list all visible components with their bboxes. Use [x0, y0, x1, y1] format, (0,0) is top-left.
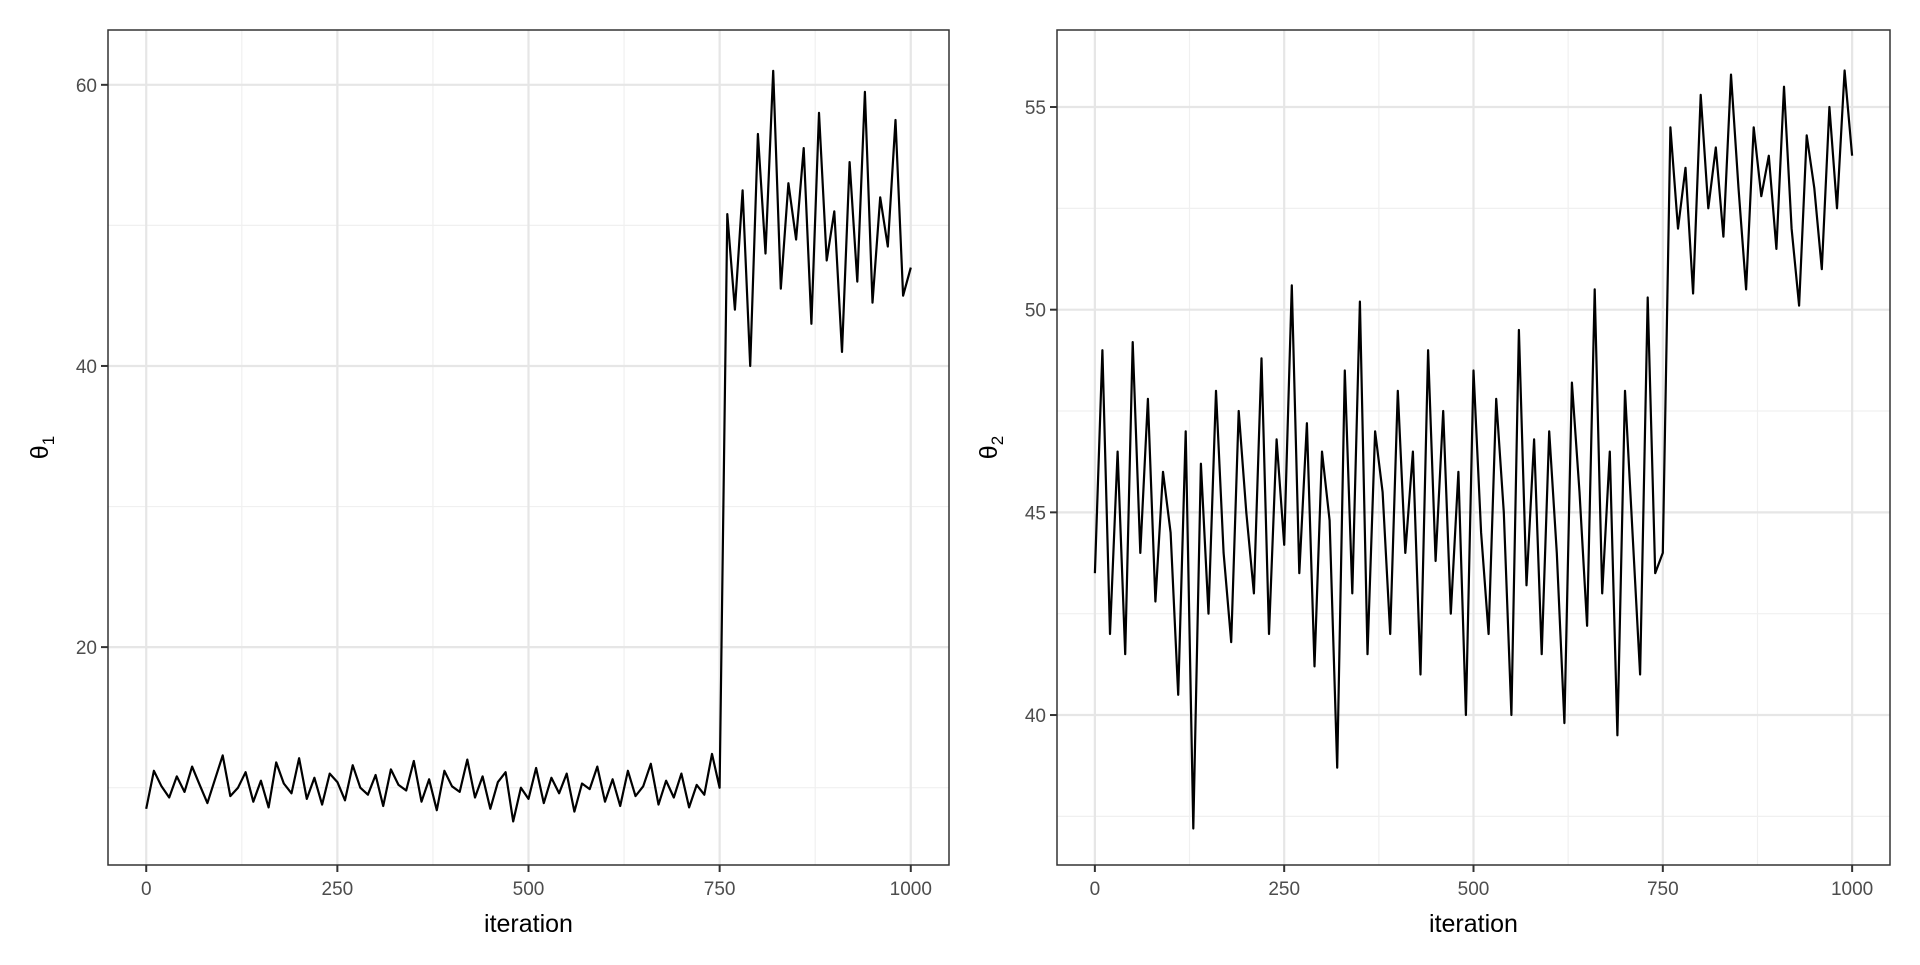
trace-line — [1093, 69, 1854, 830]
x-tick-label: 1000 — [1831, 879, 1873, 900]
y-tick-label: 40 — [76, 357, 97, 378]
x-tick-label: 250 — [1268, 879, 1300, 900]
panel-theta1: 0 250 500 750 1000 20 40 60 iteration θ1 — [26, 29, 950, 938]
y-tick-label: 50 — [1025, 301, 1046, 322]
panel-theta2: 0 250 500 750 1000 40 45 50 55 iteration θ2 — [975, 29, 1891, 938]
y-axis-title-subscript: 1 — [39, 436, 58, 445]
x-tick-label: 500 — [513, 879, 545, 900]
x-tick-label: 0 — [1090, 879, 1101, 900]
y-axis-title-subscript: 2 — [988, 436, 1007, 445]
y-tick-label: 40 — [1025, 706, 1046, 727]
x-tick-label: 0 — [141, 879, 152, 900]
y-tick-label: 60 — [76, 76, 97, 97]
y-tick-label: 20 — [76, 638, 97, 659]
y-axis-title-symbol: θ — [975, 445, 1003, 459]
panel-border — [1056, 29, 1891, 866]
x-tick-label: 250 — [322, 879, 354, 900]
x-tick-label: 750 — [704, 879, 736, 900]
x-axis-title: iteration — [1429, 910, 1518, 938]
x-tick-label: 500 — [1458, 879, 1490, 900]
y-axis-title-symbol: θ — [26, 445, 54, 459]
x-tick-label: 750 — [1647, 879, 1679, 900]
trace-line — [145, 69, 912, 823]
y-tick-label: 55 — [1025, 98, 1046, 119]
x-axis-title: iteration — [484, 910, 573, 938]
x-tick-label: 1000 — [890, 879, 932, 900]
panel-border — [107, 29, 950, 866]
y-tick-label: 45 — [1025, 503, 1046, 524]
y-axis-title: θ1 — [26, 436, 58, 459]
y-axis-title: θ2 — [975, 436, 1007, 459]
